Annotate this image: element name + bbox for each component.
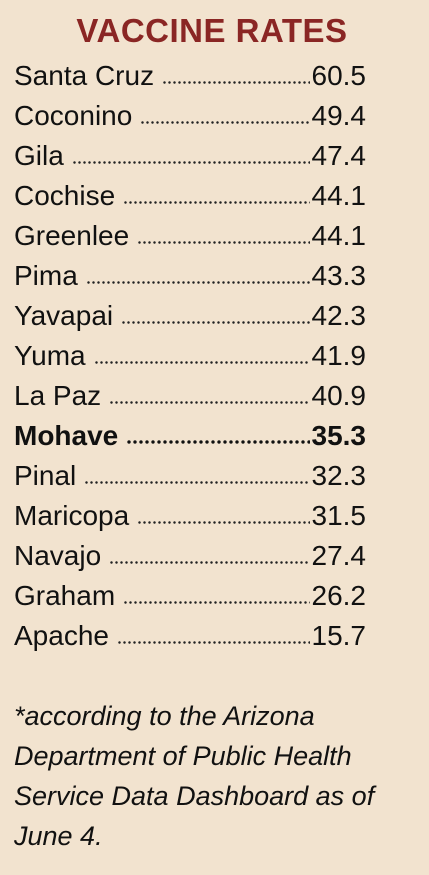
county-name: Yuma <box>14 340 86 371</box>
county-name: Coconino <box>14 100 133 131</box>
rate-row: Santa Cruz 60.5 <box>14 56 366 96</box>
dot-leader <box>162 77 310 85</box>
rate-value: 40.9 <box>311 380 367 411</box>
rate-value: 60.5 <box>311 60 367 91</box>
county-name: Pima <box>14 260 78 291</box>
county-name: Navajo <box>14 540 102 571</box>
rate-row: La Paz 40.9 <box>14 376 366 416</box>
dot-leader <box>93 357 310 365</box>
title: VACCINE RATES <box>76 12 348 49</box>
county-name: Maricopa <box>14 500 130 531</box>
dot-leader <box>84 477 310 485</box>
footnote: *according to the Arizona Department of … <box>14 701 375 851</box>
dot-leader <box>121 317 310 325</box>
rate-row: Pima 43.3 <box>14 256 366 296</box>
county-name: Pinal <box>14 460 77 491</box>
rate-row: Maricopa 31.5 <box>14 496 366 536</box>
dot-leader <box>85 277 310 285</box>
dot-leader <box>116 637 310 645</box>
county-name: Santa Cruz <box>14 60 155 91</box>
dot-leader <box>109 557 310 565</box>
rate-row: Yuma 41.9 <box>14 336 366 376</box>
rate-row: Cochise 44.1 <box>14 176 366 216</box>
rate-value: 44.1 <box>311 220 367 251</box>
dot-leader <box>137 237 310 245</box>
rate-row: Navajo 27.4 <box>14 536 366 576</box>
rate-row: Yavapai 42.3 <box>14 296 366 336</box>
rate-value: 31.5 <box>311 500 367 531</box>
rate-value: 35.3 <box>311 420 367 451</box>
rate-value: 42.3 <box>311 300 367 331</box>
dot-leader <box>137 517 310 525</box>
rate-list: Santa Cruz 60.5 Coconino 49.4 Gila 47.4 Cochis… <box>14 56 366 656</box>
county-name: Greenlee <box>14 220 130 251</box>
county-name: Cochise <box>14 180 116 211</box>
rate-row: Mohave 35.3 <box>14 416 366 456</box>
rate-value: 41.9 <box>311 340 367 371</box>
rate-row: Pinal 32.3 <box>14 456 366 496</box>
rate-value: 47.4 <box>311 140 367 171</box>
county-name: Graham <box>14 580 116 611</box>
rate-value: 32.3 <box>311 460 367 491</box>
county-name: La Paz <box>14 380 102 411</box>
rate-row: Apache 15.7 <box>14 616 366 656</box>
dot-leader <box>123 197 310 205</box>
dot-leader <box>126 437 310 445</box>
county-name: Yavapai <box>14 300 114 331</box>
county-name: Gila <box>14 140 64 171</box>
rate-value: 43.3 <box>311 260 367 291</box>
rate-value: 49.4 <box>311 100 367 131</box>
rate-row: Coconino 49.4 <box>14 96 366 136</box>
rate-row: Greenlee 44.1 <box>14 216 366 256</box>
county-name: Apache <box>14 620 109 651</box>
dot-leader <box>109 397 310 405</box>
rate-value: 26.2 <box>311 580 367 611</box>
dot-leader <box>71 157 310 165</box>
rate-value: 15.7 <box>311 620 367 651</box>
dot-leader <box>140 117 310 125</box>
dot-leader <box>123 597 310 605</box>
county-name: Mohave <box>14 420 119 451</box>
rate-value: 44.1 <box>311 180 367 211</box>
rate-value: 27.4 <box>311 540 367 571</box>
rate-row: Graham 26.2 <box>14 576 366 616</box>
rate-row: Gila 47.4 <box>14 136 366 176</box>
